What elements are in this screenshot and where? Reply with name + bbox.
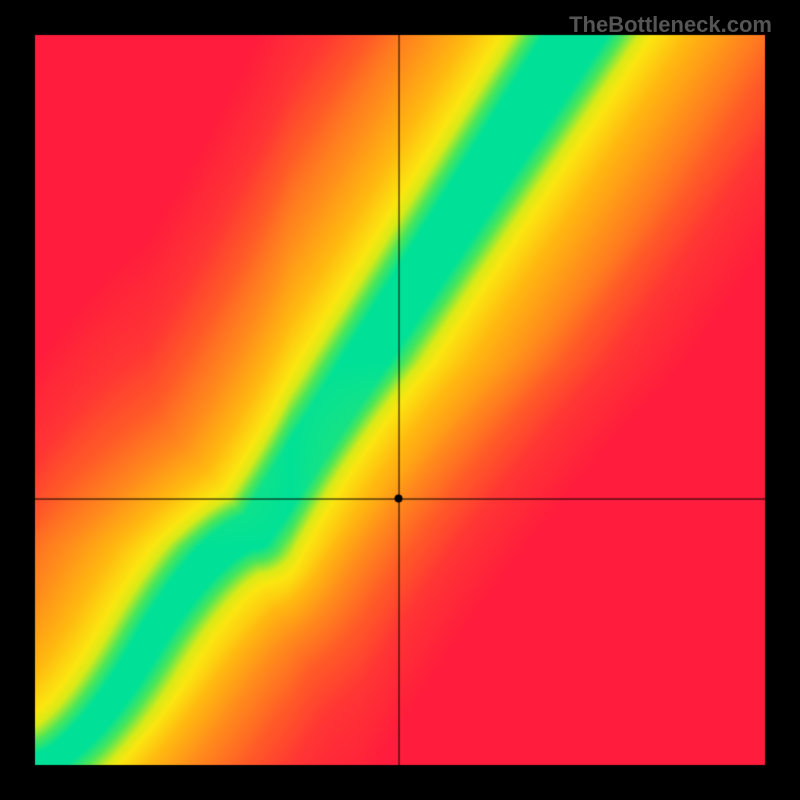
watermark: TheBottleneck.com	[569, 12, 772, 38]
chart-container: { "canvas": { "width": 800, "height": 80…	[0, 0, 800, 800]
heatmap-canvas	[0, 0, 800, 800]
